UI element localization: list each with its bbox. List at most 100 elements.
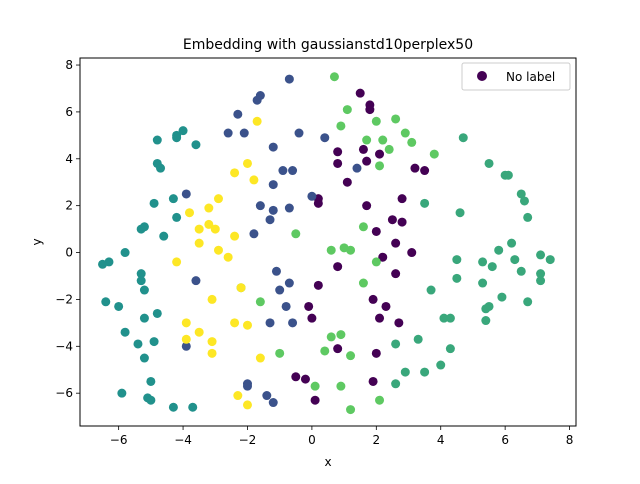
- data-point: [407, 248, 417, 258]
- plot-frame: [79, 57, 577, 427]
- data-point: [252, 116, 262, 126]
- data-point: [242, 400, 252, 410]
- data-point: [149, 198, 159, 208]
- data-point: [481, 304, 491, 314]
- data-point: [333, 147, 343, 157]
- data-point: [149, 337, 159, 347]
- data-point: [168, 402, 178, 412]
- data-point: [204, 219, 214, 229]
- data-point: [478, 278, 488, 288]
- data-point: [516, 189, 526, 199]
- data-point: [178, 126, 188, 136]
- data-point: [194, 327, 204, 337]
- data-point: [300, 374, 310, 384]
- data-point: [207, 337, 217, 347]
- data-point: [329, 72, 339, 82]
- data-point: [152, 308, 162, 318]
- data-point: [536, 276, 546, 286]
- data-point: [358, 222, 368, 232]
- data-point: [378, 252, 388, 262]
- data-point: [284, 278, 294, 288]
- data-point: [371, 116, 381, 126]
- data-point: [307, 313, 317, 323]
- data-point: [326, 332, 336, 342]
- data-point: [194, 224, 204, 234]
- data-point: [358, 144, 368, 154]
- data-point: [310, 381, 320, 391]
- data-point: [523, 297, 533, 307]
- legend: No label: [461, 62, 571, 91]
- data-point: [484, 158, 494, 168]
- data-point: [114, 301, 124, 311]
- data-point: [391, 238, 401, 248]
- data-point: [233, 391, 243, 401]
- data-point: [291, 229, 301, 239]
- data-point: [310, 395, 320, 405]
- data-point: [536, 250, 546, 260]
- data-point: [139, 353, 149, 363]
- data-point: [507, 238, 517, 248]
- data-point: [397, 194, 407, 204]
- data-point: [494, 245, 504, 255]
- data-point: [281, 301, 291, 311]
- data-point: [368, 376, 378, 386]
- data-point: [400, 128, 410, 138]
- data-point: [478, 257, 488, 267]
- data-point: [375, 149, 385, 159]
- data-point: [375, 395, 385, 405]
- points-layer: [98, 72, 555, 415]
- data-point: [545, 255, 555, 265]
- data-point: [159, 231, 169, 241]
- data-point: [362, 201, 372, 211]
- data-point: [307, 191, 317, 201]
- data-point: [136, 269, 146, 279]
- y-tick-label: −6: [55, 386, 73, 400]
- data-point: [230, 318, 240, 328]
- y-tick-label: 0: [65, 246, 73, 260]
- data-point: [242, 381, 252, 391]
- y-tick-label: −4: [55, 339, 73, 353]
- data-point: [336, 381, 346, 391]
- data-point: [188, 402, 198, 412]
- data-point: [452, 273, 462, 283]
- x-tick-label: 6: [501, 433, 509, 447]
- data-point: [133, 339, 143, 349]
- data-point: [523, 212, 533, 222]
- data-point: [333, 158, 343, 168]
- data-point: [207, 348, 217, 358]
- data-point: [346, 351, 356, 361]
- data-point: [249, 229, 259, 239]
- data-point: [510, 255, 520, 265]
- data-point: [210, 224, 220, 234]
- data-point: [242, 320, 252, 330]
- data-point: [455, 208, 465, 218]
- data-point: [230, 231, 240, 241]
- y-tick-label: 8: [65, 58, 73, 72]
- data-point: [168, 194, 178, 204]
- data-point: [394, 318, 404, 328]
- data-point: [194, 238, 204, 248]
- data-point: [284, 74, 294, 84]
- data-point: [346, 405, 356, 415]
- data-point: [362, 135, 372, 145]
- data-point: [181, 341, 191, 351]
- x-tick-label: 0: [308, 433, 316, 447]
- data-point: [439, 313, 449, 323]
- y-tick-label: 6: [65, 105, 73, 119]
- data-point: [230, 168, 240, 178]
- data-point: [255, 201, 265, 211]
- data-point: [333, 344, 343, 354]
- data-point: [172, 212, 182, 222]
- data-point: [101, 297, 111, 307]
- data-point: [275, 285, 285, 295]
- data-point: [536, 269, 546, 279]
- data-point: [172, 133, 182, 143]
- data-point: [139, 285, 149, 295]
- data-point: [429, 149, 439, 159]
- data-point: [191, 276, 201, 286]
- data-point: [320, 346, 330, 356]
- data-point: [204, 203, 214, 213]
- data-point: [342, 177, 352, 187]
- data-point: [207, 294, 217, 304]
- data-point: [213, 245, 223, 255]
